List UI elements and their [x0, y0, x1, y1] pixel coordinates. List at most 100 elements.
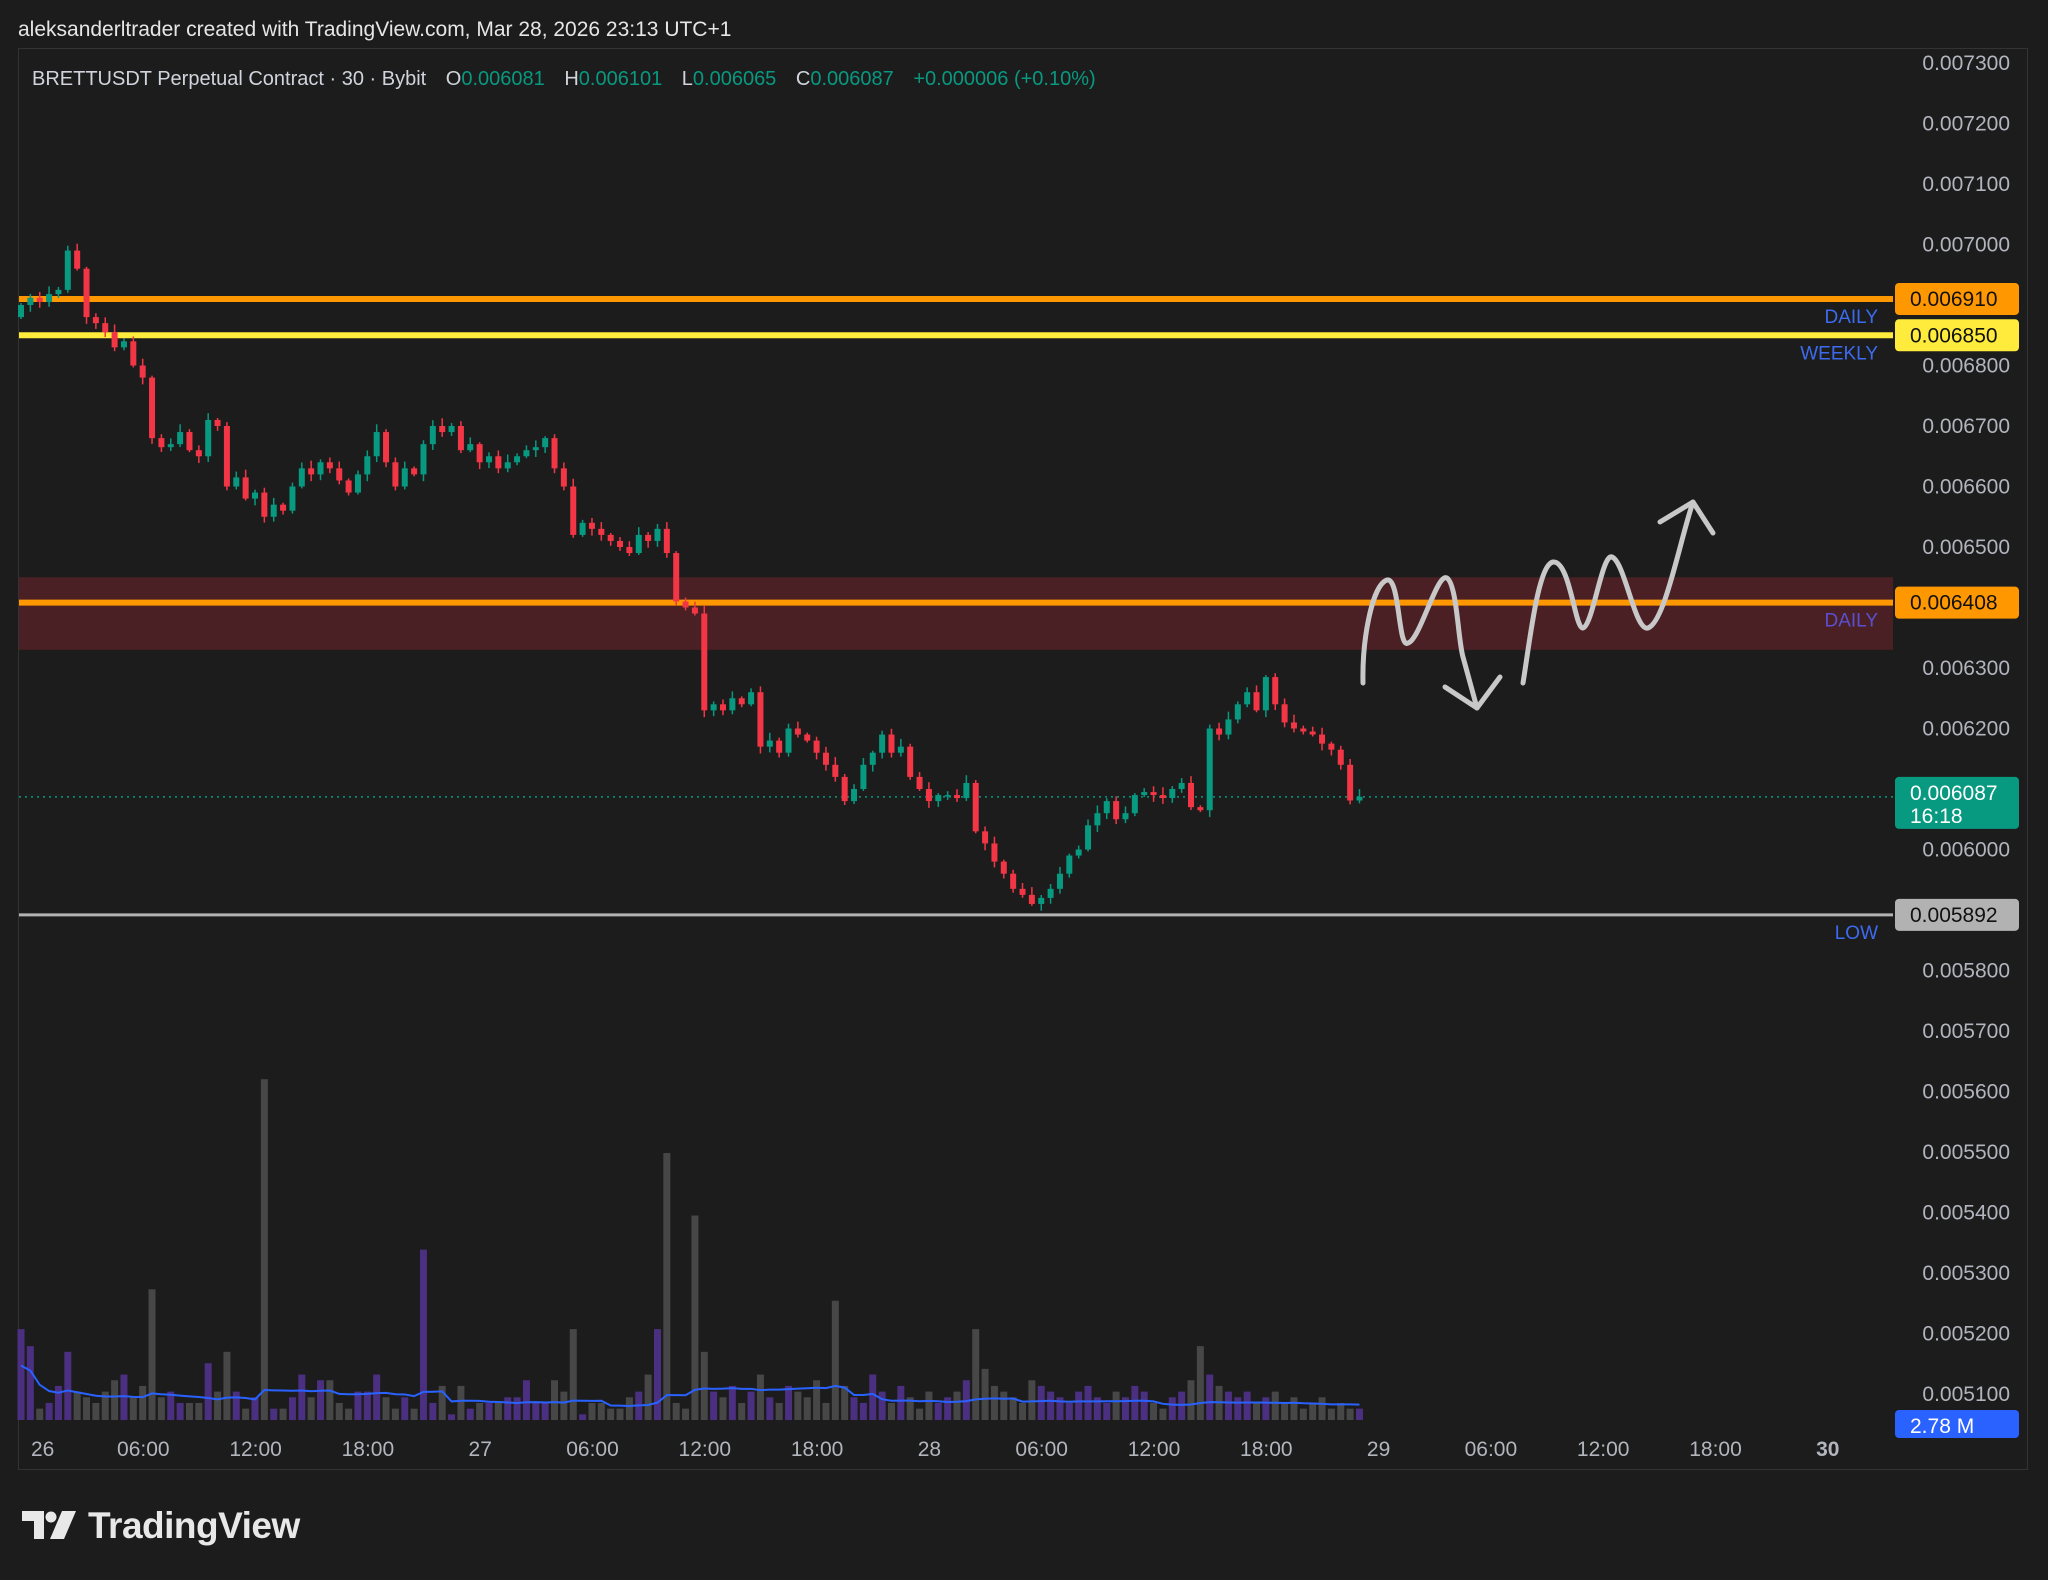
volume-bar	[897, 1385, 905, 1420]
volume-bar	[1019, 1402, 1027, 1420]
drawing-zigzag-up	[1520, 499, 1696, 686]
time-tick: 06:00	[1015, 1438, 1068, 1461]
volume-bar	[813, 1380, 821, 1420]
candle-body	[242, 477, 249, 499]
volume-bar	[485, 1402, 493, 1420]
candle-body	[1169, 789, 1176, 799]
level-tag: DAILY	[1824, 307, 1878, 328]
candle-body	[429, 426, 436, 445]
candle-body	[1103, 801, 1110, 814]
candle-body	[1319, 734, 1326, 744]
price-tick: 0.007200	[1922, 113, 2010, 136]
candle-body	[186, 432, 193, 451]
price-tick: 0.006000	[1922, 839, 2010, 862]
candle-body	[1066, 855, 1073, 874]
volume-bar	[354, 1391, 362, 1420]
level-price-label: 0.006408	[1910, 592, 1998, 615]
candle-body	[523, 450, 530, 457]
candle-body	[954, 795, 960, 799]
candle-body	[1337, 749, 1344, 765]
candle-body	[701, 613, 708, 711]
candle-body	[757, 692, 764, 747]
volume-bar	[906, 1397, 914, 1420]
volume-bar	[419, 1249, 427, 1420]
time-tick: 12:00	[1577, 1438, 1630, 1461]
candle-body	[504, 462, 511, 469]
volume-bar	[588, 1402, 596, 1420]
candle-body	[1019, 888, 1026, 895]
volume-bar	[1253, 1402, 1261, 1420]
volume-bar	[944, 1397, 952, 1420]
candle-body	[1272, 677, 1279, 705]
candle-body	[1281, 704, 1288, 723]
high-label: H	[564, 68, 579, 90]
volume-bar	[1318, 1397, 1326, 1420]
ohlc-legend: BRETTUSDT Perpetual Contract · 30 · Bybi…	[32, 68, 1096, 91]
volume-bar	[129, 1397, 137, 1420]
volume-bar	[1093, 1397, 1101, 1420]
volume-bar	[916, 1408, 924, 1420]
candle-body	[1253, 692, 1260, 711]
candle-body	[298, 468, 305, 487]
volume-bar	[288, 1397, 296, 1420]
symbol-name[interactable]: BRETTUSDT Perpetual Contract · 30 · Bybi…	[32, 68, 427, 90]
level-tag: WEEKLY	[1800, 343, 1878, 364]
price-tick: 0.005100	[1922, 1383, 2010, 1406]
candle-body	[1300, 728, 1307, 732]
candle-body	[532, 447, 539, 451]
volume-bar	[326, 1380, 334, 1420]
candle-body	[177, 432, 184, 445]
tradingview-logo[interactable]: TradingView	[22, 1505, 300, 1547]
candle-body	[74, 250, 81, 269]
candle-body	[36, 297, 43, 302]
candle-body	[729, 698, 736, 711]
volume-bar	[373, 1374, 381, 1420]
candle-body	[270, 504, 277, 517]
volume-bar	[747, 1391, 755, 1420]
volume-bar	[1196, 1346, 1204, 1420]
volume-bar	[925, 1391, 933, 1420]
candle-body	[673, 553, 680, 602]
volume-bar	[476, 1402, 484, 1420]
price-tick: 0.005200	[1922, 1323, 2010, 1346]
volume-bar	[1234, 1397, 1242, 1420]
volume-bar	[1168, 1397, 1176, 1420]
candle-body	[617, 540, 624, 547]
volume-bar	[597, 1402, 605, 1420]
price-tick: 0.007100	[1922, 173, 2010, 196]
level-price-label-bg	[1895, 282, 2019, 315]
last-price-label: 0.006087	[1910, 782, 1998, 805]
volume-bar	[616, 1408, 624, 1420]
candle-body	[598, 528, 605, 535]
candle-body	[720, 704, 726, 711]
candle-body	[1290, 722, 1297, 729]
volume-bar	[625, 1397, 633, 1420]
volume-bar	[990, 1385, 998, 1420]
candle-body	[495, 456, 502, 469]
price-tick: 0.007300	[1922, 52, 2010, 75]
candle-body	[514, 456, 521, 463]
candle-body	[748, 692, 755, 705]
volume-bar	[1084, 1385, 1092, 1420]
volume-bar	[1281, 1402, 1289, 1420]
volume-bar	[1028, 1380, 1036, 1420]
volume-bar	[148, 1289, 156, 1420]
candle-body	[1309, 731, 1316, 735]
volume-bar	[831, 1300, 839, 1420]
candle-body	[92, 317, 99, 324]
volume-bar	[457, 1385, 465, 1420]
candle-body	[841, 776, 848, 802]
volume-bar	[794, 1391, 802, 1420]
tradingview-logo-icon	[22, 1511, 76, 1539]
candle-body	[851, 789, 858, 802]
candle-body	[570, 486, 577, 535]
candle-body	[626, 547, 633, 554]
candle-body	[1328, 743, 1335, 750]
candle-body	[448, 426, 455, 433]
candle-body	[1178, 782, 1185, 789]
volume-bar	[569, 1329, 577, 1420]
volume-bar	[981, 1368, 989, 1420]
level-tag: DAILY	[1824, 611, 1878, 632]
volume-bar	[363, 1391, 371, 1420]
